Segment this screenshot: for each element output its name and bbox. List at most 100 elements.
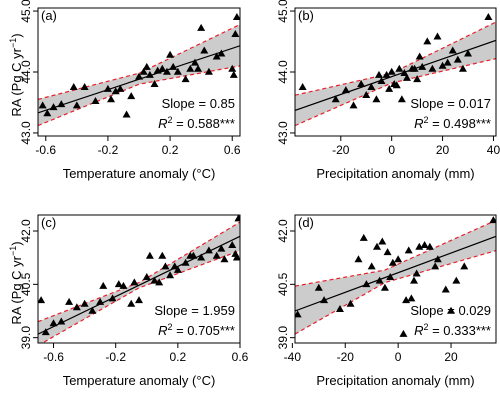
data-point <box>320 296 329 304</box>
data-point <box>161 262 170 270</box>
data-point <box>43 109 52 117</box>
data-point <box>107 95 116 103</box>
data-point <box>354 255 363 263</box>
x-tick-label: 0.6 <box>232 350 249 364</box>
data-point <box>234 215 240 222</box>
data-point <box>158 64 167 72</box>
data-point <box>142 273 151 281</box>
confidence-band <box>295 220 496 335</box>
data-point <box>186 64 195 72</box>
data-point <box>158 251 167 259</box>
confidence-upper <box>295 219 496 287</box>
x-tick-label: 0.6 <box>224 143 241 157</box>
data-point <box>460 262 469 270</box>
data-point <box>228 241 237 249</box>
data-point <box>438 61 447 69</box>
data-point <box>150 276 159 284</box>
data-point <box>181 258 190 266</box>
data-point <box>380 283 389 291</box>
data-point <box>395 64 404 72</box>
data-point <box>145 70 154 78</box>
data-point <box>197 23 206 31</box>
data-point <box>397 95 406 103</box>
data-point <box>197 253 206 261</box>
data-point <box>399 329 408 337</box>
confidence-band <box>38 222 240 343</box>
y-tick-label: 43.0 <box>19 121 33 145</box>
data-point <box>447 306 456 314</box>
data-point <box>415 52 424 60</box>
slope-annotation: Slope = 0.85 <box>162 96 235 111</box>
y-axis-label-exp: −1 <box>8 246 18 256</box>
data-point <box>420 241 429 249</box>
data-point <box>453 55 462 63</box>
data-point <box>382 70 391 78</box>
data-point <box>127 299 136 307</box>
confidence-band <box>295 22 496 126</box>
data-point <box>80 83 89 91</box>
data-point <box>80 299 89 307</box>
data-point <box>431 262 440 270</box>
data-point <box>410 276 419 284</box>
y-axis-label-top: RA (Pg C yr−1) <box>8 33 24 116</box>
data-point <box>135 72 143 80</box>
data-point <box>375 276 384 284</box>
panel-label: (c) <box>41 215 56 230</box>
plot-area <box>295 216 496 337</box>
confidence-upper <box>38 221 240 323</box>
y-tick-label: 42.0 <box>19 219 33 243</box>
panel-a: -0.6 -0.2 0.2 0.6 43.0 44.0 45.0 (a) Slope = 0.8… <box>19 0 241 181</box>
data-point <box>162 67 171 75</box>
data-point <box>402 73 411 81</box>
data-point <box>458 64 467 72</box>
y-axis-label-close: ) <box>9 33 24 37</box>
data-point <box>108 294 117 302</box>
data-point <box>194 64 203 72</box>
data-point <box>99 281 108 289</box>
data-point <box>385 84 394 92</box>
data-point <box>418 62 427 70</box>
slope-annotation: Slope = 1.959 <box>154 303 235 318</box>
data-point <box>404 246 413 254</box>
data-point <box>103 84 112 92</box>
plot-area <box>295 12 496 127</box>
r-squared-annotation: R2 = 0.498*** <box>414 115 491 131</box>
data-point <box>153 66 162 74</box>
panel-label: (d) <box>298 215 314 230</box>
data-point <box>190 58 199 66</box>
data-point <box>433 255 442 263</box>
data-point <box>425 242 434 250</box>
svg-text:RA (Pg C yr−1): RA (Pg C yr−1) <box>8 241 24 324</box>
x-axis-label: Temperature anomaly (°C) <box>63 166 216 181</box>
data-point <box>49 103 58 111</box>
y-axis-label-bottom: RA (Pg C yr−1) <box>8 241 24 324</box>
data-point <box>362 90 371 98</box>
data-point <box>346 299 355 307</box>
data-point <box>88 306 97 314</box>
data-point <box>169 62 178 70</box>
regression-line <box>295 235 496 312</box>
data-point <box>298 83 307 91</box>
data-point <box>407 294 416 302</box>
y-tick-label: 44.0 <box>276 60 290 84</box>
data-point <box>415 242 424 250</box>
data-point <box>170 262 179 270</box>
data-point <box>374 70 383 78</box>
y-axis-label-text: RA (Pg C yr <box>9 255 24 324</box>
x-axis-label: Precipitation anomaly (mm) <box>316 373 474 388</box>
data-point <box>443 58 452 66</box>
data-point <box>91 97 100 105</box>
data-point <box>139 67 148 75</box>
data-point <box>464 49 473 57</box>
data-point <box>49 319 58 327</box>
data-point <box>228 64 237 72</box>
data-point <box>452 276 461 284</box>
data-point <box>433 32 442 40</box>
x-tick-label: -0.6 <box>35 143 56 157</box>
svg-text:RA (Pg C yr−1): RA (Pg C yr−1) <box>8 33 24 116</box>
data-point <box>394 255 403 263</box>
data-point <box>367 262 376 270</box>
data-point <box>428 64 437 72</box>
x-tick-label: 20 <box>444 350 458 364</box>
data-point <box>96 297 105 305</box>
